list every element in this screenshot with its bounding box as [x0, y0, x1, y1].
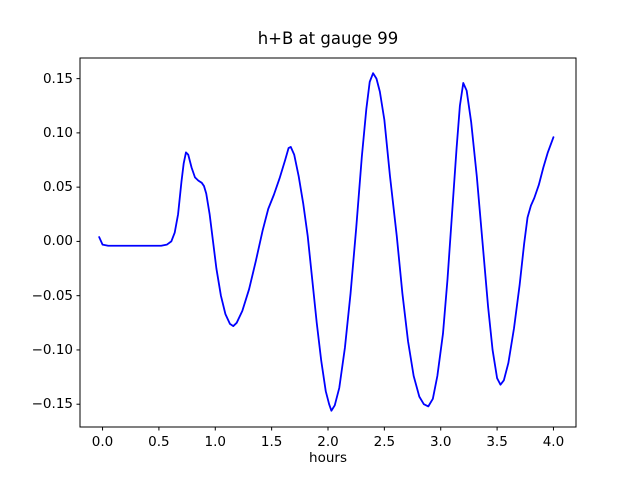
x-tick-label: 0.5 — [148, 434, 170, 450]
x-tick-label: 4.0 — [542, 434, 565, 450]
data-line — [98, 72, 555, 412]
x-tick-label: 3.5 — [486, 434, 508, 450]
chart-title: h+B at gauge 99 — [257, 29, 399, 48]
y-tick-label: −0.15 — [31, 396, 73, 413]
y-tick-label: −0.10 — [31, 341, 73, 358]
y-tick-label: −0.05 — [31, 287, 73, 304]
x-tick-label: 1.5 — [260, 434, 283, 450]
y-tick-label: 0.15 — [42, 70, 73, 87]
x-tick-label: 3.0 — [429, 434, 452, 450]
x-tick-label: 0.0 — [91, 434, 114, 450]
y-tick-label: 0.10 — [42, 124, 73, 141]
x-tick-label: 2.0 — [317, 434, 339, 450]
y-tick-label: 0.00 — [42, 233, 73, 250]
x-tick-label: 1.0 — [204, 434, 226, 450]
y-tick-label: 0.05 — [42, 179, 73, 196]
x-tick-label: 2.5 — [373, 434, 396, 450]
plot-frame — [79, 57, 577, 428]
x-axis-label: hours — [309, 450, 347, 466]
